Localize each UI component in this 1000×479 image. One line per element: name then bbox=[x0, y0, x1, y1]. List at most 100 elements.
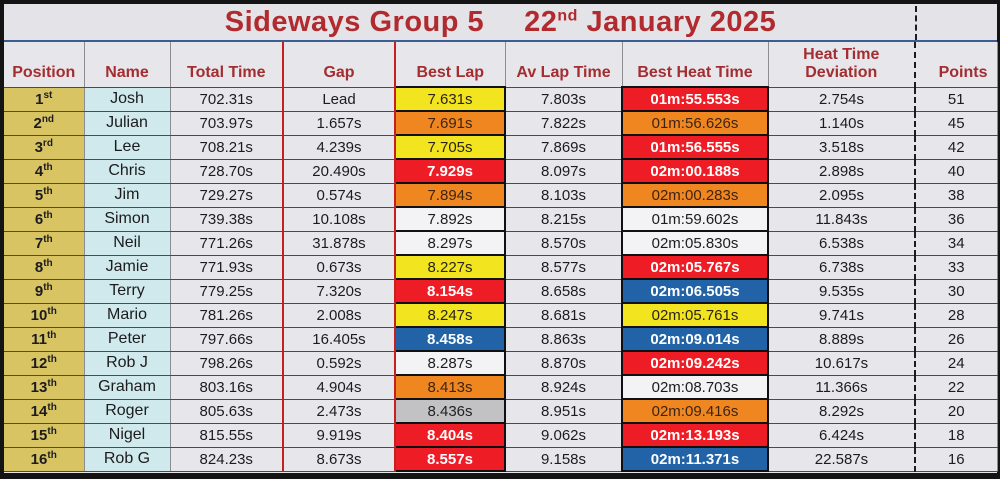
points-cell: 36 bbox=[914, 207, 998, 232]
position-number: 4 bbox=[34, 163, 44, 180]
position-ordinal: th bbox=[47, 402, 57, 413]
points-cell: 30 bbox=[914, 279, 998, 304]
best-heat-cell: 02m:05.761s bbox=[621, 302, 769, 328]
best-heat-cell: 02m:06.505s bbox=[621, 278, 769, 304]
total-time-cell: 702.31s bbox=[170, 87, 284, 112]
total-time-cell: 729.27s bbox=[170, 183, 284, 208]
position-cell: 15th bbox=[4, 423, 85, 448]
position-ordinal: th bbox=[46, 330, 57, 341]
position-cell: 11th bbox=[4, 327, 85, 352]
position-number: 12 bbox=[30, 355, 48, 372]
name-cell: Chris bbox=[84, 159, 171, 184]
name-cell: Rob G bbox=[84, 447, 171, 472]
col-header-av-lap: Av Lap Time bbox=[505, 42, 623, 88]
best-heat-cell: 02m:09.014s bbox=[621, 326, 769, 352]
av-lap-cell: 8.577s bbox=[505, 255, 623, 280]
best-heat-cell: 02m:00.188s bbox=[621, 158, 769, 184]
best-heat-cell: 01m:55.553s bbox=[621, 86, 769, 112]
table-row: 13th Graham 803.16s 4.904s 8.413s 8.924s… bbox=[4, 374, 998, 400]
position-ordinal: th bbox=[43, 186, 53, 197]
points-cell: 16 bbox=[914, 447, 998, 472]
best-lap-cell: 7.691s bbox=[394, 110, 506, 136]
total-time-cell: 779.25s bbox=[170, 279, 284, 304]
av-lap-cell: 8.681s bbox=[505, 303, 623, 328]
position-number: 7 bbox=[34, 235, 44, 252]
position-ordinal: th bbox=[43, 210, 53, 221]
table-row: 8th Jamie 771.93s 0.673s 8.227s 8.577s 0… bbox=[4, 254, 998, 280]
position-number: 13 bbox=[30, 379, 48, 396]
col-header-best-heat: Best Heat Time bbox=[622, 42, 769, 88]
gap-cell: 20.490s bbox=[283, 159, 396, 184]
av-lap-cell: 8.870s bbox=[505, 351, 623, 376]
total-time-cell: 824.23s bbox=[170, 447, 284, 472]
table-row: 11th Peter 797.66s 16.405s 8.458s 8.863s… bbox=[4, 326, 998, 352]
av-lap-cell: 8.570s bbox=[505, 231, 623, 256]
best-lap-cell: 7.892s bbox=[394, 206, 506, 232]
table-row: 7th Neil 771.26s 31.878s 8.297s 8.570s 0… bbox=[4, 230, 998, 256]
av-lap-cell: 7.822s bbox=[505, 111, 623, 136]
best-heat-cell: 02m:00.283s bbox=[621, 182, 769, 208]
table-row: 15th Nigel 815.55s 9.919s 8.404s 9.062s … bbox=[4, 422, 998, 448]
gap-cell: 7.320s bbox=[283, 279, 396, 304]
best-lap-cell: 8.458s bbox=[394, 326, 506, 352]
points-cell: 28 bbox=[914, 303, 998, 328]
total-time-cell: 708.21s bbox=[170, 135, 284, 160]
av-lap-cell: 8.658s bbox=[505, 279, 623, 304]
results-table: Position Name Total Time Gap Best Lap Av… bbox=[4, 42, 998, 472]
best-lap-cell: 7.929s bbox=[394, 158, 506, 184]
deviation-cell: 6.424s bbox=[768, 423, 916, 448]
position-ordinal: th bbox=[47, 378, 57, 389]
best-lap-cell: 7.705s bbox=[394, 134, 506, 160]
table-row: 1st Josh 702.31s Lead 7.631s 7.803s 01m:… bbox=[4, 86, 998, 112]
points-cell: 18 bbox=[914, 423, 998, 448]
position-number: 5 bbox=[34, 187, 44, 204]
deviation-cell: 11.366s bbox=[768, 375, 916, 400]
position-number: 6 bbox=[34, 211, 44, 228]
deviation-cell: 11.843s bbox=[768, 207, 916, 232]
best-lap-cell: 8.404s bbox=[394, 422, 506, 448]
name-cell: Roger bbox=[84, 399, 171, 424]
position-number: 2 bbox=[33, 115, 42, 132]
col-header-gap: Gap bbox=[283, 42, 396, 88]
table-row: 4th Chris 728.70s 20.490s 7.929s 8.097s … bbox=[4, 158, 998, 184]
position-number: 9 bbox=[34, 283, 44, 300]
deviation-cell: 1.140s bbox=[768, 111, 916, 136]
best-heat-cell: 02m:11.371s bbox=[621, 446, 769, 472]
gap-cell: 4.904s bbox=[283, 375, 396, 400]
position-ordinal: th bbox=[47, 354, 57, 365]
deviation-cell: 6.738s bbox=[768, 255, 916, 280]
total-time-cell: 771.93s bbox=[170, 255, 284, 280]
gap-cell: 4.239s bbox=[283, 135, 396, 160]
best-heat-cell: 02m:13.193s bbox=[621, 422, 769, 448]
position-cell: 3rd bbox=[4, 135, 85, 160]
position-cell: 6th bbox=[4, 207, 85, 232]
name-cell: Nigel bbox=[84, 423, 171, 448]
points-cell: 22 bbox=[914, 375, 998, 400]
best-lap-cell: 8.247s bbox=[394, 302, 506, 328]
best-lap-cell: 7.631s bbox=[394, 86, 506, 112]
name-cell: Simon bbox=[84, 207, 171, 232]
points-cell: 38 bbox=[914, 183, 998, 208]
av-lap-cell: 9.158s bbox=[505, 447, 623, 472]
points-cell: 51 bbox=[914, 87, 998, 112]
gap-cell: 8.673s bbox=[283, 447, 396, 472]
best-heat-cell: 01m:56.555s bbox=[621, 134, 769, 160]
best-lap-cell: 8.557s bbox=[394, 446, 506, 472]
deviation-cell: 8.889s bbox=[768, 327, 916, 352]
best-heat-cell: 01m:56.626s bbox=[621, 110, 769, 136]
deviation-cell: 3.518s bbox=[768, 135, 916, 160]
position-cell: 4th bbox=[4, 159, 85, 184]
name-cell: Graham bbox=[84, 375, 171, 400]
position-ordinal: th bbox=[43, 162, 53, 173]
name-cell: Lee bbox=[84, 135, 171, 160]
position-ordinal: st bbox=[43, 90, 53, 101]
gap-cell: 1.657s bbox=[283, 111, 396, 136]
position-ordinal: th bbox=[47, 306, 57, 317]
gap-cell: 0.574s bbox=[283, 183, 396, 208]
event-title: Sideways Group 5 bbox=[224, 5, 485, 38]
deviation-cell: 22.587s bbox=[768, 447, 916, 472]
position-ordinal: th bbox=[43, 234, 53, 245]
deviation-cell: 10.617s bbox=[768, 351, 916, 376]
points-cell: 24 bbox=[914, 351, 998, 376]
position-number: 3 bbox=[34, 139, 43, 156]
